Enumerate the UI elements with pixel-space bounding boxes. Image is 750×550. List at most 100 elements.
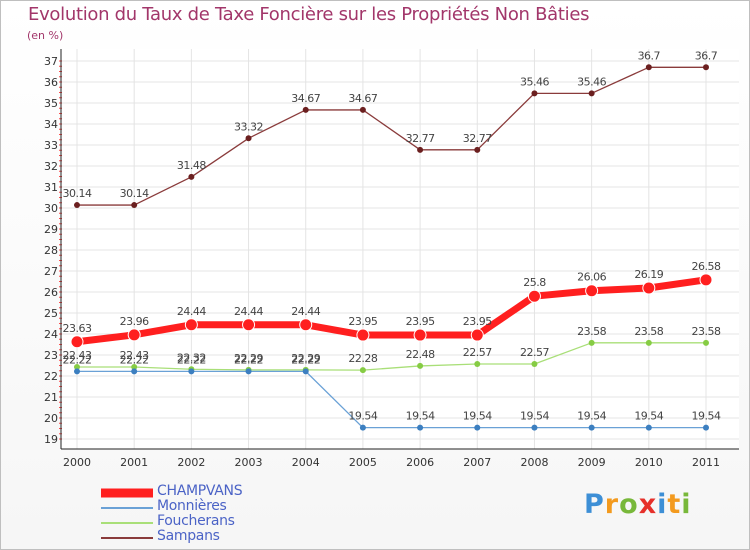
plot-area bbox=[61, 49, 739, 449]
data-label: 34.67 bbox=[291, 92, 320, 105]
data-point bbox=[188, 173, 195, 180]
data-point bbox=[588, 90, 595, 97]
data-label: 22.32 bbox=[177, 351, 206, 364]
data-label: 30.14 bbox=[120, 187, 149, 200]
x-tick-label: 2002 bbox=[177, 456, 205, 469]
data-label: 23.63 bbox=[63, 322, 92, 335]
x-tick-label: 2006 bbox=[406, 456, 434, 469]
logo-letter: o bbox=[619, 489, 639, 520]
data-point bbox=[474, 146, 481, 153]
data-label: 19.54 bbox=[520, 410, 549, 423]
proxiti-logo: Proxiti bbox=[584, 489, 692, 520]
logo-letter: i bbox=[681, 489, 692, 520]
data-label: 33.32 bbox=[234, 120, 263, 133]
data-label: 24.44 bbox=[177, 305, 206, 318]
data-label: 22.22 bbox=[234, 353, 263, 366]
data-point bbox=[242, 318, 256, 332]
x-tick-label: 2009 bbox=[578, 456, 606, 469]
data-label: 23.58 bbox=[634, 325, 663, 338]
data-label: 22.43 bbox=[120, 349, 149, 362]
data-point bbox=[588, 424, 595, 431]
data-label: 32.77 bbox=[463, 132, 492, 145]
data-point bbox=[356, 328, 370, 342]
data-point bbox=[531, 90, 538, 97]
data-label: 22.22 bbox=[177, 353, 206, 366]
x-tick-label: 2011 bbox=[692, 456, 720, 469]
data-label: 31.48 bbox=[177, 159, 206, 172]
data-point bbox=[131, 202, 138, 209]
data-label: 23.95 bbox=[348, 315, 377, 328]
data-label: 23.96 bbox=[120, 315, 149, 328]
data-point bbox=[417, 424, 424, 431]
data-label: 19.54 bbox=[348, 410, 377, 423]
data-point bbox=[703, 64, 709, 71]
data-point bbox=[127, 328, 141, 342]
y-tick-label: 19 bbox=[44, 433, 58, 446]
data-label: 24.44 bbox=[291, 305, 320, 318]
data-point bbox=[302, 106, 309, 113]
x-tick-label: 2003 bbox=[235, 456, 263, 469]
data-point bbox=[413, 328, 427, 342]
data-point bbox=[299, 318, 313, 332]
data-label: 19.54 bbox=[463, 410, 492, 423]
data-label: 23.95 bbox=[406, 315, 435, 328]
data-label: 19.54 bbox=[634, 410, 663, 423]
data-label: 22.22 bbox=[291, 353, 320, 366]
y-tick-label: 32 bbox=[44, 160, 58, 173]
data-point bbox=[359, 106, 366, 113]
data-point bbox=[245, 135, 252, 142]
data-label: 32.77 bbox=[406, 132, 435, 145]
data-label: 19.54 bbox=[406, 410, 435, 423]
data-point bbox=[131, 363, 138, 370]
x-tick-label: 2005 bbox=[349, 456, 377, 469]
data-point bbox=[642, 281, 656, 295]
legend-swatch-monnieres bbox=[101, 506, 153, 509]
legend-swatch-foucherans bbox=[101, 521, 153, 524]
series-line-sampans bbox=[77, 66, 706, 206]
data-label: 24.44 bbox=[234, 305, 263, 318]
y-tick-label: 28 bbox=[44, 244, 58, 257]
data-point bbox=[302, 368, 309, 375]
x-tick-label: 2010 bbox=[635, 456, 663, 469]
data-point bbox=[474, 361, 481, 368]
data-point bbox=[417, 362, 424, 369]
y-tick-label: 23 bbox=[44, 349, 58, 362]
y-tick-label: 21 bbox=[44, 391, 58, 404]
logo-letter: t bbox=[667, 489, 682, 520]
logo-letter: x bbox=[638, 489, 658, 520]
data-label: 30.14 bbox=[63, 187, 92, 200]
data-point bbox=[184, 318, 198, 332]
legend-label-foucherans: Foucherans bbox=[157, 513, 235, 529]
y-tick-label: 31 bbox=[44, 181, 58, 194]
data-point bbox=[588, 339, 595, 346]
data-label: 22.29 bbox=[234, 352, 263, 365]
series-line-champvans bbox=[76, 276, 707, 346]
x-tick-label: 2007 bbox=[463, 456, 491, 469]
data-point bbox=[527, 289, 541, 303]
series-line-foucherans bbox=[77, 342, 706, 371]
data-point bbox=[70, 335, 84, 349]
data-point bbox=[585, 284, 599, 298]
data-label: 22.22 bbox=[63, 353, 92, 366]
data-label: 22.57 bbox=[520, 346, 549, 359]
data-point bbox=[645, 64, 652, 71]
data-point bbox=[703, 424, 709, 431]
data-point bbox=[474, 424, 481, 431]
y-tick-label: 35 bbox=[44, 97, 58, 110]
x-tick-label: 2008 bbox=[520, 456, 548, 469]
data-point bbox=[417, 146, 424, 153]
data-label: 34.67 bbox=[348, 92, 377, 105]
data-point bbox=[131, 368, 138, 375]
data-label: 22.57 bbox=[463, 346, 492, 359]
y-tick-label: 20 bbox=[44, 412, 58, 425]
data-point bbox=[359, 367, 366, 374]
data-point bbox=[74, 368, 80, 375]
y-tick-label: 25 bbox=[44, 307, 58, 320]
x-tick-label: 2000 bbox=[63, 456, 91, 469]
data-label: 23.95 bbox=[463, 315, 492, 328]
data-point bbox=[645, 339, 652, 346]
data-label: 36.7 bbox=[638, 49, 661, 62]
data-label: 26.19 bbox=[634, 268, 663, 281]
